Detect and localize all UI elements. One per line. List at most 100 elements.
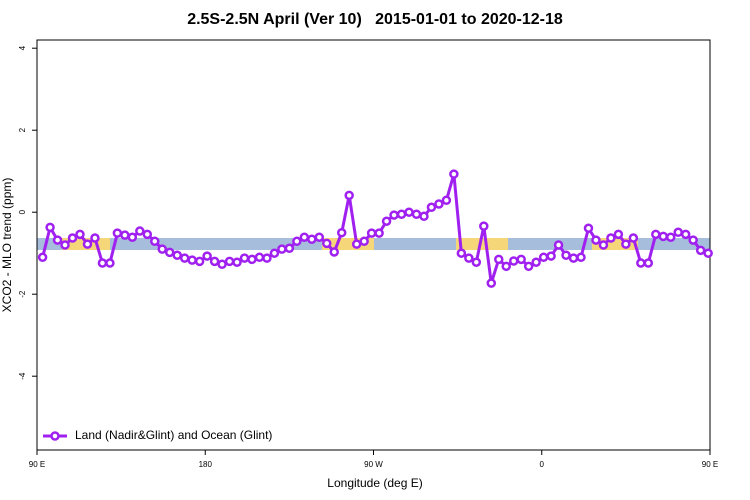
point: [561, 250, 571, 260]
point: [613, 229, 624, 240]
point: [82, 239, 93, 249]
point: [449, 169, 459, 179]
point: [441, 195, 452, 206]
x-tick-label: 0: [540, 460, 545, 469]
point: [172, 250, 182, 260]
y-axis-label: XCO2 - MLO trend (ppm): [0, 178, 14, 313]
point: [494, 254, 504, 265]
legend-marker: [50, 431, 60, 441]
point: [52, 235, 63, 245]
point: [434, 199, 444, 209]
point: [90, 233, 100, 243]
x-axis-label: Longitude (deg E): [327, 476, 422, 490]
point: [381, 216, 392, 226]
point: [105, 258, 115, 268]
y-tick-label: -2: [18, 290, 27, 298]
point: [508, 256, 519, 266]
point: [621, 239, 631, 249]
point: [591, 235, 601, 245]
point: [329, 247, 339, 257]
point: [224, 256, 235, 267]
point: [651, 229, 661, 240]
point: [292, 236, 302, 247]
point: [516, 254, 526, 265]
point: [157, 244, 168, 254]
point: [628, 233, 639, 243]
point: [419, 211, 429, 222]
point: [277, 244, 287, 254]
land-band: [456, 238, 508, 250]
point: [97, 258, 108, 268]
point: [45, 222, 55, 233]
point: [239, 253, 250, 263]
point: [404, 207, 414, 217]
point: [37, 252, 48, 263]
point: [531, 257, 541, 267]
point: [150, 236, 160, 247]
point: [553, 240, 564, 250]
point: [389, 210, 399, 220]
point: [665, 232, 676, 242]
y-tick-label: 4: [18, 45, 27, 50]
point: [254, 252, 265, 263]
point: [695, 245, 706, 256]
point: [67, 233, 78, 243]
point: [164, 247, 175, 258]
point: [598, 240, 609, 250]
point: [322, 238, 332, 249]
point: [538, 252, 549, 263]
point: [486, 278, 497, 288]
point: [120, 230, 130, 240]
point: [673, 227, 683, 238]
point: [351, 239, 362, 249]
legend-label: Land (Nadir&Glint) and Ocean (Glint): [75, 428, 272, 442]
point: [209, 256, 220, 267]
point: [501, 261, 511, 272]
point: [142, 229, 153, 240]
point: [60, 240, 70, 250]
point: [636, 258, 646, 268]
point: [411, 209, 422, 219]
point: [112, 228, 123, 238]
point: [75, 229, 85, 240]
x-tick-label: 90 W: [364, 460, 383, 469]
point: [456, 248, 467, 258]
point: [396, 209, 407, 219]
point: [314, 232, 325, 242]
point: [471, 257, 482, 267]
point: [583, 223, 594, 233]
chart-title: 2.5S-2.5N April (Ver 10) 2015-01-01 to 2…: [187, 11, 563, 28]
y-tick-label: 2: [18, 127, 27, 132]
point: [344, 190, 354, 201]
x-tick-label: 90 E: [702, 460, 718, 469]
point: [688, 235, 698, 245]
point: [426, 202, 437, 213]
y-tick-label: 0: [18, 209, 27, 214]
point: [307, 234, 317, 245]
point: [576, 252, 586, 263]
point: [680, 229, 691, 240]
point: [187, 255, 197, 265]
y-tick-label: -4: [18, 372, 27, 380]
point: [366, 228, 377, 238]
point: [202, 251, 212, 261]
point: [284, 243, 295, 254]
point: [135, 226, 145, 236]
point: [247, 254, 257, 265]
point: [606, 233, 616, 243]
point: [269, 248, 280, 258]
point: [179, 253, 190, 263]
point: [479, 221, 489, 231]
x-tick-label: 180: [199, 460, 213, 469]
point: [658, 231, 669, 242]
point: [299, 232, 310, 242]
point: [374, 228, 384, 238]
point: [523, 261, 534, 272]
point: [194, 256, 205, 267]
point: [546, 251, 556, 261]
x-tick-label: 90 E: [29, 460, 45, 469]
point: [232, 257, 242, 267]
point: [217, 259, 227, 270]
point: [643, 258, 654, 268]
